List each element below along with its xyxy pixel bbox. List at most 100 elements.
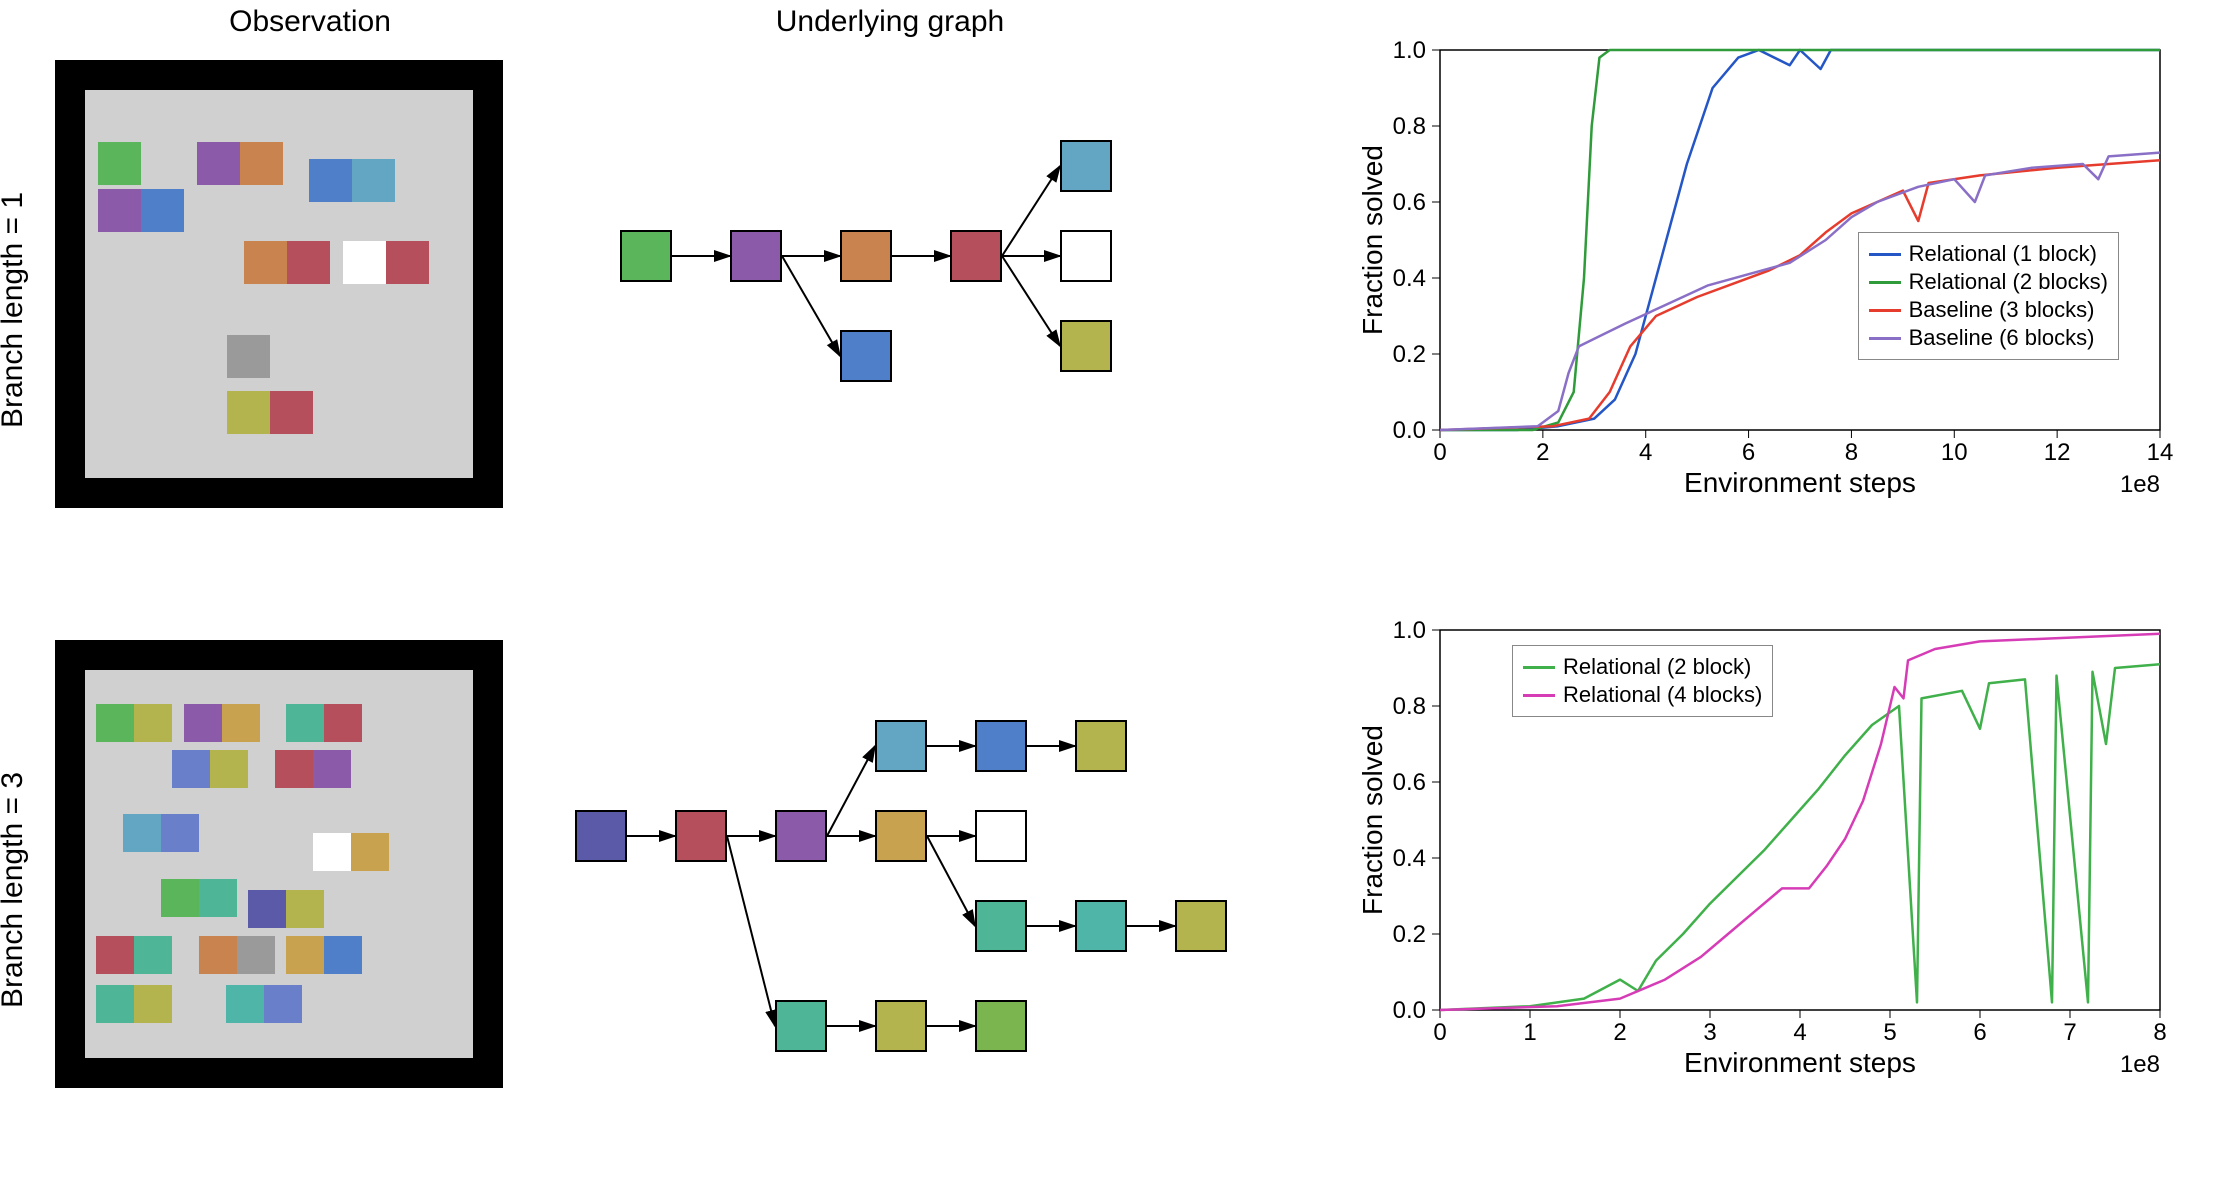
grid-cell xyxy=(98,189,141,232)
grid-cell xyxy=(244,241,287,284)
chart-legend: Relational (2 block)Relational (4 blocks… xyxy=(1512,645,1773,717)
graph-node xyxy=(840,330,892,382)
svg-text:0.0: 0.0 xyxy=(1393,997,1426,1024)
graph-node xyxy=(975,900,1027,952)
observation-grid xyxy=(85,90,473,478)
grid-cell xyxy=(313,833,351,871)
svg-text:Environment steps: Environment steps xyxy=(1684,467,1916,498)
grid-cell xyxy=(240,142,283,185)
column-title: Underlying graph xyxy=(720,5,1060,39)
svg-text:3: 3 xyxy=(1703,1019,1716,1046)
svg-text:0.8: 0.8 xyxy=(1393,693,1426,720)
legend-item: Relational (1 block) xyxy=(1869,241,2108,267)
grid-cell xyxy=(210,750,248,788)
graph-node xyxy=(730,230,782,282)
svg-text:12: 12 xyxy=(2044,439,2071,466)
grid-cell xyxy=(352,159,395,202)
graph-node xyxy=(950,230,1002,282)
grid-cell xyxy=(123,814,161,852)
grid-cell xyxy=(134,704,172,742)
legend-item: Baseline (6 blocks) xyxy=(1869,325,2108,351)
graph-node xyxy=(1060,320,1112,372)
svg-text:4: 4 xyxy=(1793,1019,1806,1046)
graph-node xyxy=(1060,140,1112,192)
legend-label: Relational (4 blocks) xyxy=(1563,682,1762,708)
graph-node xyxy=(875,720,927,772)
graph-panel xyxy=(620,130,1300,550)
svg-text:Fraction solved: Fraction solved xyxy=(1360,145,1388,335)
grid-cell xyxy=(184,704,222,742)
svg-text:0.4: 0.4 xyxy=(1393,845,1426,872)
legend-swatch xyxy=(1869,253,1901,256)
grid-cell xyxy=(237,936,275,974)
svg-text:8: 8 xyxy=(1845,439,1858,466)
legend-swatch xyxy=(1523,694,1555,697)
graph-node xyxy=(1075,720,1127,772)
grid-cell xyxy=(197,142,240,185)
grid-cell xyxy=(161,814,199,852)
legend-item: Relational (2 blocks) xyxy=(1869,269,2108,295)
graph-node xyxy=(975,720,1027,772)
graph-edges xyxy=(620,130,1320,570)
legend-label: Relational (1 block) xyxy=(1909,241,2097,267)
legend-label: Relational (2 block) xyxy=(1563,654,1751,680)
legend-label: Baseline (3 blocks) xyxy=(1909,297,2095,323)
svg-text:1e8: 1e8 xyxy=(2120,471,2160,498)
grid-cell xyxy=(351,833,389,871)
grid-cell xyxy=(313,750,351,788)
grid-cell xyxy=(324,936,362,974)
grid-cell xyxy=(264,985,302,1023)
grid-cell xyxy=(324,704,362,742)
grid-cell xyxy=(199,879,237,917)
grid-cell xyxy=(222,704,260,742)
svg-text:1: 1 xyxy=(1523,1019,1536,1046)
graph-node xyxy=(775,810,827,862)
observation-grid xyxy=(85,670,473,1058)
graph-node xyxy=(975,1000,1027,1052)
svg-text:6: 6 xyxy=(1973,1019,1986,1046)
line-chart: 024681012140.00.20.40.60.81.0Fraction so… xyxy=(1360,30,2180,500)
legend-item: Relational (2 block) xyxy=(1523,654,1762,680)
legend-swatch xyxy=(1869,281,1901,284)
graph-node xyxy=(575,810,627,862)
grid-cell xyxy=(227,335,270,378)
svg-text:0.8: 0.8 xyxy=(1393,113,1426,140)
svg-text:Environment steps: Environment steps xyxy=(1684,1047,1916,1078)
legend-swatch xyxy=(1869,309,1901,312)
svg-text:Fraction solved: Fraction solved xyxy=(1360,725,1388,915)
svg-text:2: 2 xyxy=(1613,1019,1626,1046)
grid-cell xyxy=(286,890,324,928)
svg-text:1.0: 1.0 xyxy=(1393,37,1426,64)
grid-cell xyxy=(98,142,141,185)
grid-cell xyxy=(141,189,184,232)
svg-text:5: 5 xyxy=(1883,1019,1896,1046)
grid-cell xyxy=(309,159,352,202)
grid-cell xyxy=(96,704,134,742)
row-label: Branch length = 3 xyxy=(0,710,30,1070)
graph-panel xyxy=(575,670,1255,1090)
svg-text:0: 0 xyxy=(1433,439,1446,466)
legend-label: Baseline (6 blocks) xyxy=(1909,325,2095,351)
grid-cell xyxy=(96,985,134,1023)
grid-cell xyxy=(161,879,199,917)
grid-cell xyxy=(275,750,313,788)
legend-item: Relational (4 blocks) xyxy=(1523,682,1762,708)
grid-cell xyxy=(172,750,210,788)
svg-text:1e8: 1e8 xyxy=(2120,1051,2160,1078)
graph-node xyxy=(675,810,727,862)
grid-cell xyxy=(96,936,134,974)
grid-cell xyxy=(286,936,324,974)
column-title: Observation xyxy=(180,5,440,39)
grid-cell xyxy=(134,985,172,1023)
observation-panel xyxy=(55,640,503,1088)
grid-cell xyxy=(227,391,270,434)
graph-node xyxy=(840,230,892,282)
svg-text:0: 0 xyxy=(1433,1019,1446,1046)
svg-text:0.6: 0.6 xyxy=(1393,189,1426,216)
grid-cell xyxy=(270,391,313,434)
graph-node xyxy=(1175,900,1227,952)
svg-text:0.0: 0.0 xyxy=(1393,417,1426,444)
grid-cell xyxy=(386,241,429,284)
legend-swatch xyxy=(1523,666,1555,669)
svg-text:2: 2 xyxy=(1536,439,1549,466)
